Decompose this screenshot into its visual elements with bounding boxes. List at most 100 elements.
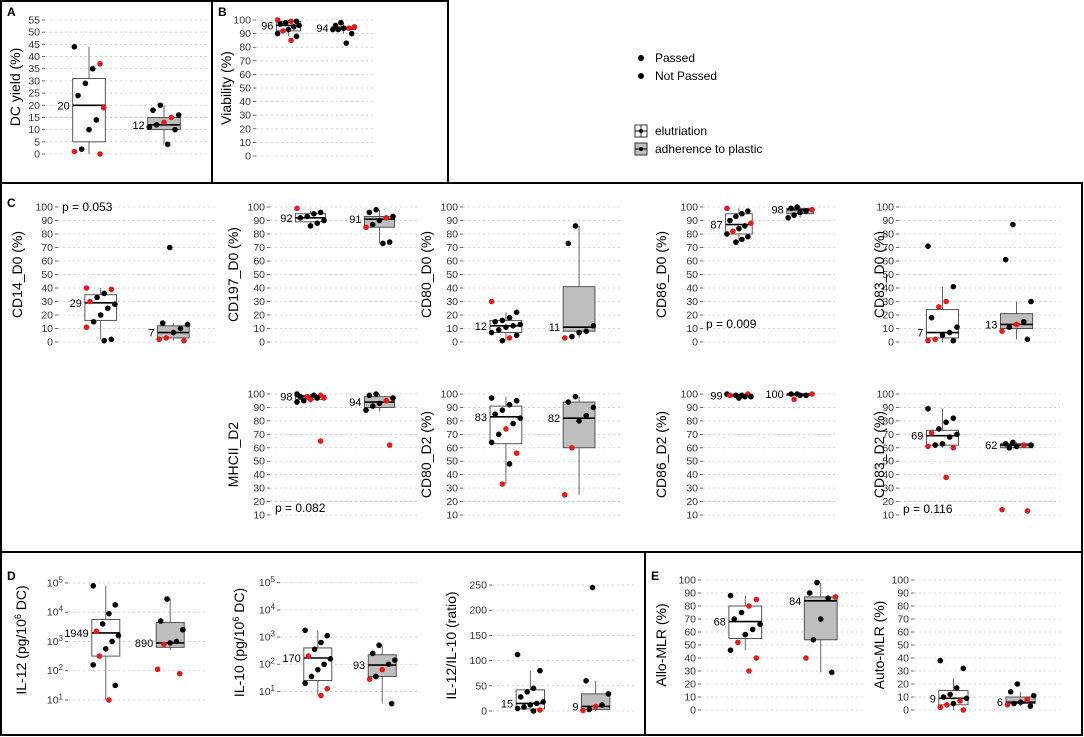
point-passed xyxy=(376,642,382,649)
y-tick-label: 5 xyxy=(34,136,40,148)
y-tick-label: 50 xyxy=(897,640,909,652)
point-passed xyxy=(514,651,521,658)
point-passed xyxy=(317,209,324,216)
y-tick-label: 30 xyxy=(239,110,251,122)
y-tick-label: 20 xyxy=(686,310,698,322)
point-passed xyxy=(109,638,115,645)
point-passed xyxy=(332,22,339,29)
point-passed xyxy=(296,22,303,29)
y-tick-label: 35 xyxy=(28,63,40,75)
point-not-passed xyxy=(944,702,950,708)
y-tick-label: 0 xyxy=(481,706,487,718)
point-passed xyxy=(947,691,953,698)
point-passed xyxy=(495,327,502,333)
box-elutriation: 69 xyxy=(911,405,960,481)
panel-label-b: B xyxy=(218,5,227,19)
point-not-passed xyxy=(351,24,358,30)
point-passed xyxy=(376,400,383,407)
y-tick-exponent: 3 xyxy=(59,634,64,643)
point-not-passed xyxy=(950,444,957,451)
point-not-passed xyxy=(724,205,730,212)
y-tick-label: 30 xyxy=(253,483,265,495)
y-tick-label: 20 xyxy=(446,310,458,322)
point-passed xyxy=(108,336,115,343)
point-passed xyxy=(1007,689,1014,695)
y-tick-label: 50 xyxy=(253,269,265,281)
y-tick-label: 150 xyxy=(469,630,487,642)
y-label-rest: DC) xyxy=(13,585,29,614)
y-tick-label: 100 xyxy=(247,389,265,401)
point-passed xyxy=(101,337,108,344)
point-passed xyxy=(1028,442,1034,448)
point-passed xyxy=(112,602,119,608)
y-tick-label: 90 xyxy=(686,402,698,414)
y-tick-label: 50 xyxy=(239,83,251,95)
box-elutriation: 83 xyxy=(475,395,524,487)
y-tick-label: 0 xyxy=(34,149,40,161)
point-passed xyxy=(488,329,495,336)
point-not-passed xyxy=(288,18,294,25)
point-passed xyxy=(300,397,307,404)
y-tick-label: 0 xyxy=(245,151,251,163)
point-passed xyxy=(589,584,596,591)
point-not-passed xyxy=(168,114,175,121)
point-passed xyxy=(939,332,946,339)
median-label: 7 xyxy=(917,328,923,340)
y-tick-label: 10 xyxy=(41,323,53,335)
point-not-passed xyxy=(499,481,506,487)
point-not-passed xyxy=(71,148,78,155)
point-passed xyxy=(146,124,153,130)
point-passed xyxy=(86,126,92,133)
median-label: 98 xyxy=(280,392,292,404)
box-adherence: 94 xyxy=(349,391,396,448)
y-tick-label: 50 xyxy=(686,456,698,468)
y-tick-label: 30 xyxy=(684,666,696,678)
y-tick-label: 90 xyxy=(882,402,894,414)
point-passed xyxy=(166,244,173,251)
median-label: 93 xyxy=(353,660,365,672)
chart-il-12-il-10-ratio-: 0 50 100 150 200 250 IL-12/IL-10 (ratio) 15 9 xyxy=(443,580,634,718)
point-passed xyxy=(963,695,970,702)
y-tick-label: 60 xyxy=(239,69,251,81)
point-passed xyxy=(814,579,820,586)
y-tick-label: 30 xyxy=(253,296,265,308)
point-not-passed xyxy=(746,668,752,674)
y-tick-label: 20 xyxy=(28,100,40,112)
point-not-passed xyxy=(943,298,949,305)
point-passed xyxy=(1028,298,1034,305)
point-not-passed xyxy=(580,707,586,714)
point-passed xyxy=(340,25,347,31)
y-tick-label: 100 xyxy=(678,575,696,587)
point-passed xyxy=(311,210,317,217)
median-label: 68 xyxy=(714,617,726,629)
point-not-passed xyxy=(999,328,1005,335)
y-tick-label: 30 xyxy=(897,666,909,678)
point-passed xyxy=(335,26,342,33)
point-passed xyxy=(727,647,734,653)
point-passed xyxy=(274,30,281,37)
p-value-annotation: p = 0.053 xyxy=(62,200,113,214)
point-passed xyxy=(488,439,495,446)
box-adherence: 82 xyxy=(548,393,597,498)
point-passed xyxy=(153,121,160,128)
y-tick-label: 20 xyxy=(446,496,458,508)
y-tick-label: 80 xyxy=(897,601,909,613)
point-passed xyxy=(90,583,96,589)
legend: Passed Not Passed elutriation adherence … xyxy=(634,51,762,156)
point-passed xyxy=(302,680,309,687)
point-not-passed xyxy=(488,298,495,305)
point-not-passed xyxy=(1024,696,1030,703)
point-passed xyxy=(727,592,734,599)
point-passed xyxy=(825,595,831,601)
y-tick-label: 30 xyxy=(686,296,698,308)
y-tick-exponent: 4 xyxy=(59,605,64,614)
box-elutriation: 92 xyxy=(280,205,327,229)
point-passed xyxy=(736,225,742,232)
y-tick-label: 90 xyxy=(446,215,458,227)
y-tick-label: 100 xyxy=(891,575,909,587)
y-tick-label: 90 xyxy=(684,588,696,600)
y-tick-label: 0 xyxy=(692,337,698,349)
point-not-passed xyxy=(1020,442,1027,448)
